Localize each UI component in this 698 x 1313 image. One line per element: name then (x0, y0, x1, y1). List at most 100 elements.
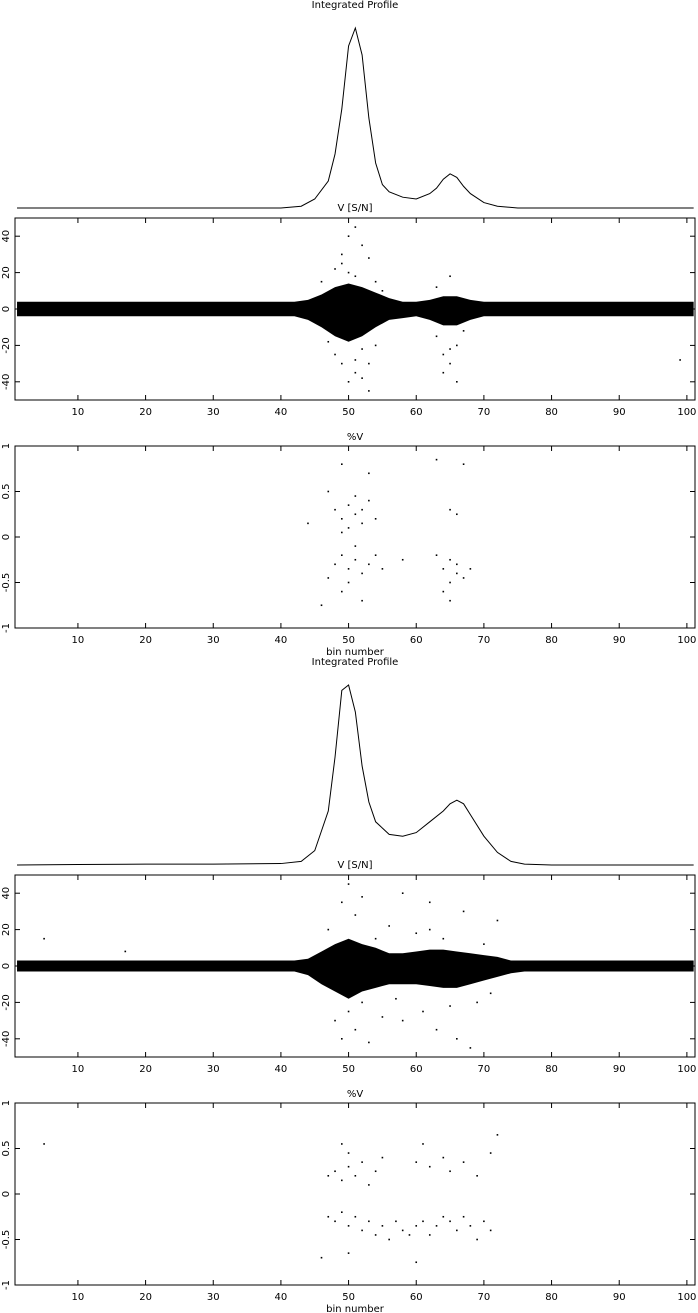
x-axis-label: bin number (326, 1304, 385, 1313)
data-point (456, 381, 458, 383)
data-point (341, 901, 343, 904)
data-point (469, 1047, 472, 1049)
data-point (483, 1220, 485, 1223)
data-point (368, 362, 370, 365)
x-tick-label: 20 (139, 1064, 152, 1075)
data-point (327, 577, 330, 579)
y-tick-label: 40 (1, 230, 12, 243)
data-point (361, 896, 363, 898)
y-tick-label: -20 (1, 994, 12, 1010)
data-point (415, 1261, 418, 1264)
x-tick-label: 90 (613, 407, 626, 418)
panel-title: V [S/N] (337, 203, 372, 214)
x-tick-label: 30 (207, 1064, 220, 1075)
data-point (456, 1229, 458, 1232)
x-tick-label: 60 (410, 1064, 423, 1075)
y-tick-label: 1 (1, 443, 12, 449)
y-tick-label: 0 (1, 534, 12, 540)
data-point (327, 340, 330, 343)
x-tick-label: 100 (677, 407, 696, 418)
data-point (347, 581, 350, 584)
x-tick-label: 40 (275, 1064, 288, 1075)
panel-title: %V (347, 432, 364, 443)
x-tick-label: 40 (275, 635, 288, 646)
data-point (456, 513, 458, 516)
x-tick-label: 10 (72, 1292, 85, 1303)
data-point (381, 568, 384, 570)
data-point (361, 508, 363, 511)
data-point (320, 1256, 323, 1259)
x-tick-label: 40 (275, 407, 288, 418)
data-point (456, 1038, 458, 1040)
y-tick-label: -0.5 (1, 1230, 12, 1250)
x-tick-label: 70 (478, 407, 491, 418)
data-point (341, 1143, 343, 1145)
data-point (449, 581, 451, 584)
data-point (368, 1041, 370, 1044)
data-point (428, 1165, 431, 1168)
x-tick-label: 80 (545, 407, 558, 418)
data-point (442, 353, 445, 356)
data-point (462, 330, 465, 332)
data-point (368, 1220, 370, 1223)
data-point (401, 1229, 404, 1232)
data-point (327, 490, 330, 493)
data-point (368, 390, 370, 392)
data-point (435, 1028, 438, 1031)
data-point (381, 290, 384, 292)
data-point (435, 335, 438, 338)
y-tick-label: 0 (1, 1191, 12, 1197)
data-point (341, 463, 343, 465)
data-point (354, 495, 357, 497)
y-tick-label: 0.5 (1, 1141, 12, 1157)
plot-frame (14, 445, 696, 629)
data-point (347, 568, 350, 570)
y-tick-label: -1 (1, 623, 12, 633)
data-point (361, 244, 363, 247)
data-point (415, 1225, 418, 1227)
data-point (395, 997, 397, 1000)
data-point (334, 268, 336, 270)
data-point (489, 1229, 492, 1232)
data-point (354, 513, 357, 516)
x-tick-label: 60 (410, 1292, 423, 1303)
data-point (381, 1016, 384, 1018)
data-point (435, 458, 438, 461)
x-tick-label: 80 (545, 1292, 558, 1303)
data-point (354, 1028, 357, 1031)
data-point (327, 1215, 330, 1218)
data-point (442, 937, 445, 940)
data-point (354, 226, 357, 228)
data-point (483, 943, 485, 945)
data-point (449, 508, 451, 511)
data-point (496, 1134, 499, 1136)
x-tick-label: 10 (72, 635, 85, 646)
y-tick-label: -0.5 (1, 573, 12, 593)
panel-title: %V (347, 1089, 364, 1100)
y-tick-label: 0 (1, 963, 12, 969)
data-point (449, 1220, 451, 1223)
data-point (442, 568, 445, 570)
data-point (334, 1170, 336, 1173)
data-point (341, 253, 343, 256)
x-tick-label: 90 (613, 635, 626, 646)
data-point (347, 504, 350, 506)
data-point (462, 910, 465, 913)
data-point (381, 1156, 384, 1159)
panel-title: Integrated Profile (312, 0, 399, 11)
x-tick-label: 30 (207, 635, 220, 646)
data-point (354, 359, 357, 361)
data-point (442, 371, 445, 374)
data-point (334, 1019, 336, 1022)
data-point (422, 1010, 424, 1013)
data-point (401, 892, 404, 894)
y-tick-label: 20 (1, 266, 12, 279)
y-tick-label: 20 (1, 923, 12, 936)
data-point (347, 1252, 350, 1254)
data-point (334, 330, 336, 332)
data-point (124, 950, 127, 953)
data-point (347, 381, 350, 383)
data-point (347, 235, 350, 237)
